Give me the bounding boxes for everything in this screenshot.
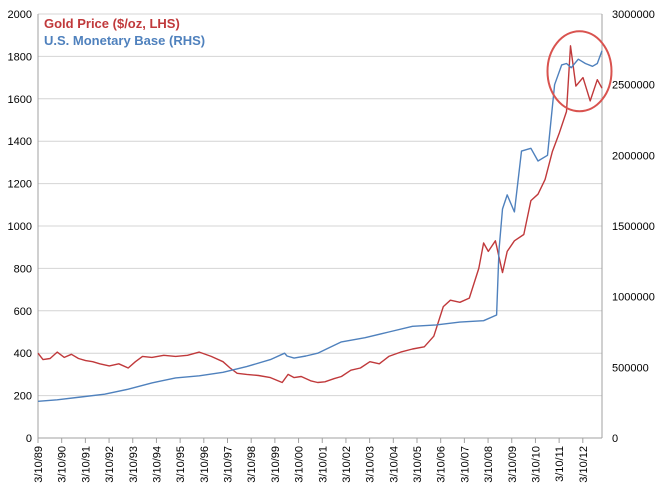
axes [37,14,603,439]
x-tick-label: 3/10/07 [459,446,471,483]
x-tick-label: 3/10/92 [104,446,116,483]
series-line-gold-price [37,45,603,384]
x-tick-label: 3/10/05 [412,446,424,483]
left-tick-label: 1600 [8,94,32,106]
left-tick-label: 600 [14,306,32,318]
left-tick-label: 1200 [8,179,32,191]
right-tick-label: 500000 [612,362,649,374]
x-tick-label: 3/10/93 [128,446,140,483]
x-tick-label: 3/10/09 [507,446,519,483]
legend: Gold Price ($/oz, LHS) U.S. Monetary Bas… [44,16,205,48]
legend-gold-price: Gold Price ($/oz, LHS) [44,16,180,31]
x-tick-label: 3/10/12 [578,446,590,483]
left-tick-label: 800 [14,263,32,275]
x-tick-label: 3/10/90 [57,446,69,483]
right-axis-ticks: 0 500000 1000000 1500000 2000000 2500000 30000… [612,9,655,445]
x-tick-label: 3/10/02 [341,446,353,483]
series-lines [37,45,603,402]
highlight-annotation [546,30,613,113]
x-tick-label: 3/10/95 [175,446,187,483]
highlight-circle [546,30,613,113]
x-tick-label: 3/10/01 [317,446,329,483]
x-tick-label: 3/10/89 [33,446,45,483]
right-tick-label: 2500000 [612,80,655,92]
right-tick-label: 1000000 [612,292,655,304]
x-tick-label: 3/10/10 [530,446,542,483]
x-tick-label: 3/10/99 [270,446,282,483]
left-tick-label: 400 [14,348,32,360]
x-tick-label: 3/10/08 [483,446,495,483]
x-tick-label: 3/10/11 [554,446,566,482]
x-tick-label: 3/10/98 [246,446,258,483]
x-axis-ticks: 3/10/89 3/10/90 3/10/91 3/10/92 3/10/93 3/10/… [33,438,590,483]
left-tick-label: 2000 [8,9,32,21]
left-tick-label: 1400 [8,136,32,148]
x-tick-label: 3/10/94 [151,446,163,483]
left-tick-label: 1000 [8,221,32,233]
series-line-monetary-base [37,50,603,402]
left-tick-label: 0 [26,433,32,445]
x-tick-label: 3/10/97 [223,446,235,483]
gridlines [38,13,602,397]
x-tick-label: 3/10/06 [436,446,448,483]
right-tick-label: 0 [612,433,618,445]
x-tick-label: 3/10/96 [199,446,211,483]
left-tick-label: 200 [14,391,32,403]
right-tick-label: 3000000 [612,9,655,21]
x-tick-label: 3/10/00 [294,446,306,483]
left-axis-ticks: 0 200 400 600 800 1000 1200 1400 1600 1800 2000 [8,9,32,445]
x-tick-label: 3/10/04 [388,446,400,483]
legend-monetary-base: U.S. Monetary Base (RHS) [44,33,205,48]
right-tick-label: 1500000 [612,221,655,233]
right-tick-label: 2000000 [612,150,655,162]
x-tick-label: 3/10/03 [365,446,377,483]
left-tick-label: 1800 [8,51,32,63]
x-tick-label: 3/10/91 [80,446,92,483]
